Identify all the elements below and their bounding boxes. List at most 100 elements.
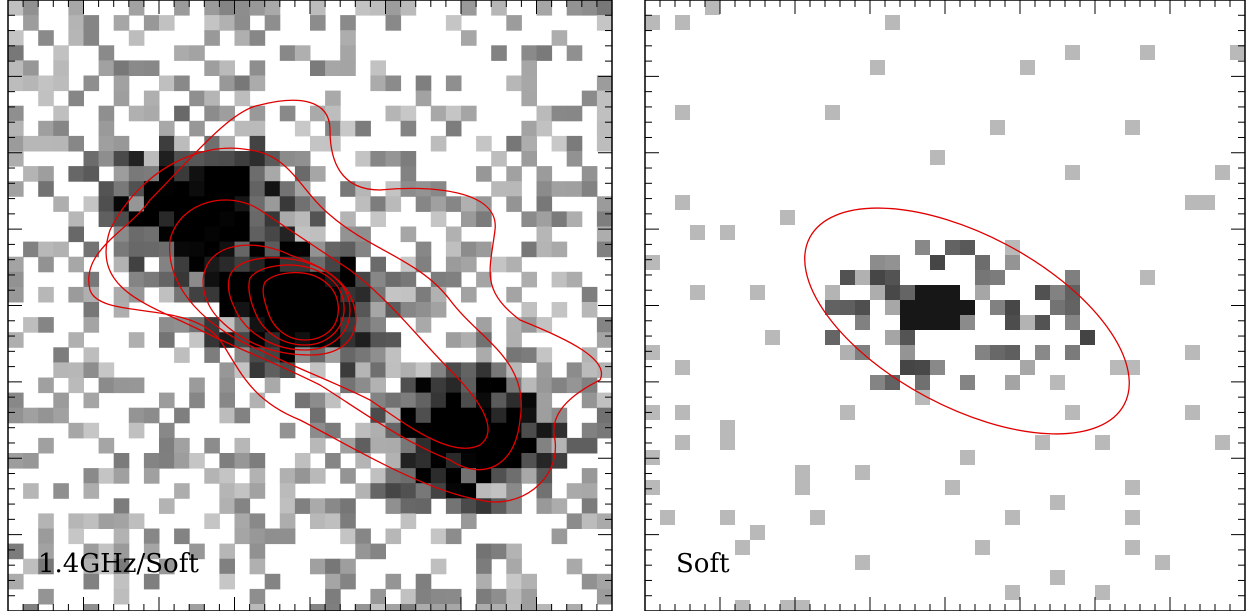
- pixel: [310, 211, 326, 227]
- pixel: [582, 483, 598, 499]
- pixel: [537, 166, 553, 182]
- pixel: [416, 483, 432, 499]
- pixel: [735, 600, 750, 611]
- pixel: [235, 76, 251, 92]
- pixel: [219, 181, 235, 197]
- pixel: [476, 272, 492, 288]
- pixel: [325, 498, 341, 514]
- pixel: [750, 525, 765, 540]
- pixel: [945, 315, 960, 330]
- pixel: [1050, 285, 1065, 300]
- pixel: [491, 423, 507, 439]
- pixel: [431, 423, 447, 439]
- pixel: [295, 453, 311, 469]
- pixel: [567, 0, 583, 16]
- pixel: [1230, 45, 1245, 60]
- pixel: [219, 544, 235, 560]
- pixel: [68, 423, 84, 439]
- pixel: [795, 600, 810, 611]
- pixel: [582, 362, 598, 378]
- pixel: [900, 315, 915, 330]
- pixel: [900, 360, 915, 375]
- pixel: [401, 272, 417, 288]
- pixel: [370, 211, 386, 227]
- figure: 1.4GHz/Soft Soft: [0, 0, 1250, 611]
- pixel: [597, 317, 613, 333]
- pixel: [235, 211, 251, 227]
- pixel: [325, 121, 341, 137]
- pixel: [885, 270, 900, 285]
- pixel: [1065, 45, 1080, 60]
- pixel: [53, 121, 69, 137]
- pixel: [491, 378, 507, 394]
- pixel: [325, 453, 341, 469]
- pixel: [114, 498, 130, 514]
- pixel: [491, 393, 507, 409]
- pixel: [355, 529, 371, 545]
- pixel: [1065, 270, 1080, 285]
- pixel: [370, 196, 386, 212]
- pixel: [325, 91, 341, 107]
- pixel: [204, 15, 220, 31]
- pixel: [401, 362, 417, 378]
- pixel: [1185, 345, 1200, 360]
- pixel: [840, 270, 855, 285]
- pixel: [99, 121, 115, 137]
- pixel: [552, 30, 568, 46]
- pixel: [825, 300, 840, 315]
- pixel: [521, 151, 537, 167]
- pixel: [114, 257, 130, 273]
- pixel: [129, 257, 145, 273]
- pixel: [355, 423, 371, 439]
- pixel: [189, 181, 205, 197]
- pixel: [250, 121, 266, 137]
- pixel: [446, 529, 462, 545]
- pixel: [265, 287, 281, 303]
- pixel: [506, 181, 522, 197]
- pixel: [340, 529, 356, 545]
- pixel: [401, 483, 417, 499]
- pixel: [325, 513, 341, 529]
- pixel: [431, 589, 447, 605]
- pixel: [567, 136, 583, 152]
- pixel: [144, 453, 160, 469]
- pixel: [280, 513, 296, 529]
- pixel: [900, 285, 915, 300]
- pixel: [38, 408, 54, 424]
- pixel: [416, 287, 432, 303]
- pixel: [675, 360, 690, 375]
- pixel: [129, 272, 145, 288]
- pixel: [431, 106, 447, 122]
- pixel: [325, 604, 341, 611]
- pixel: [386, 0, 402, 16]
- pixel: [476, 211, 492, 227]
- pixel: [84, 76, 100, 92]
- pixel: [144, 272, 160, 288]
- pixel: [235, 483, 251, 499]
- pixel: [582, 0, 598, 16]
- pixel: [235, 15, 251, 31]
- pixel: [129, 151, 145, 167]
- pixel: [491, 544, 507, 560]
- pixel: [219, 166, 235, 182]
- pixel: [8, 287, 24, 303]
- pixel: [114, 453, 130, 469]
- pixel: [159, 196, 175, 212]
- pixel: [461, 408, 477, 424]
- pixel: [825, 285, 840, 300]
- pixel: [521, 76, 537, 92]
- pixel: [53, 45, 69, 61]
- pixel: [446, 423, 462, 439]
- pixel: [310, 0, 326, 16]
- pixel: [690, 225, 705, 240]
- pixel: [521, 378, 537, 394]
- pixel: [552, 302, 568, 318]
- pixel: [280, 287, 296, 303]
- pixel: [250, 211, 266, 227]
- pixel: [1125, 480, 1140, 495]
- pixel: [506, 574, 522, 590]
- pixel: [915, 315, 930, 330]
- pixel: [265, 0, 281, 16]
- pixel: [720, 420, 735, 435]
- pixel: [219, 136, 235, 152]
